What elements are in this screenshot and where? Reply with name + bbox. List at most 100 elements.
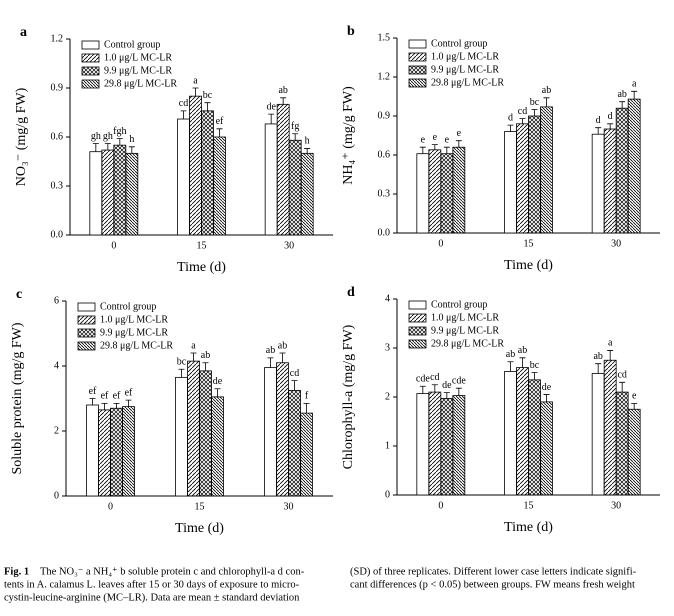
legend-label: 29.8 μg/L MC-LR <box>431 338 504 349</box>
legend-swatch <box>408 65 427 75</box>
significance-letter: e <box>433 132 438 143</box>
bar <box>276 103 290 236</box>
error-bar <box>128 146 135 154</box>
x-tick-label: 0 <box>108 501 113 512</box>
y-axis-label: NO₃⁻ (mg/g FW) <box>14 87 29 186</box>
bar <box>416 393 430 496</box>
significance-letter: cd <box>430 372 439 383</box>
y-tick-label: 4 <box>54 360 59 371</box>
x-axis-label: Time (d) <box>504 520 553 535</box>
caption-line: The NO₃⁻ a NH₄⁺ b soluble protein c and … <box>40 566 305 577</box>
significance-letter: ab <box>506 349 515 360</box>
error-bar <box>303 402 310 414</box>
significance-letter: ab <box>278 85 287 96</box>
caption-label: Fig. 1 <box>4 566 29 577</box>
y-tick-label: 0 <box>54 490 59 501</box>
error-bar <box>531 372 538 380</box>
bar <box>288 139 302 236</box>
significance-letter: ab <box>518 345 527 356</box>
error-bar <box>607 123 614 129</box>
error-bar <box>101 402 108 410</box>
bar <box>627 408 641 496</box>
significance-letter: ef <box>113 391 121 402</box>
legend-label: 1.0 μg/L MC-LR <box>431 312 499 323</box>
bar <box>300 152 314 236</box>
y-axis-label: Chlorophyll-a (mg/g FW) <box>341 324 356 469</box>
bar <box>627 98 641 234</box>
significance-letter: e <box>445 134 450 145</box>
significance-letter: a <box>608 338 613 349</box>
legend-swatch <box>81 79 100 89</box>
significance-letter: d <box>608 111 613 122</box>
legend-swatch <box>77 302 96 312</box>
error-bar <box>304 148 311 154</box>
y-tick-label: 0 <box>385 489 390 500</box>
error-bar <box>443 146 450 154</box>
caption-line: (SD) of three replicates. Different lowe… <box>350 566 637 577</box>
significance-letter: cd <box>290 368 299 379</box>
legend-swatch <box>408 326 427 336</box>
significance-letter: ef <box>216 116 224 127</box>
panel-label: a <box>20 25 27 40</box>
bar <box>615 391 629 496</box>
bar <box>187 360 200 497</box>
error-bar <box>216 128 223 137</box>
error-bar <box>455 140 462 148</box>
error-bar <box>507 361 514 372</box>
error-bar <box>292 133 299 141</box>
error-bar <box>279 352 286 363</box>
error-bar <box>178 368 185 378</box>
error-bar <box>204 102 211 111</box>
y-tick-label: 1.2 <box>378 71 391 82</box>
bar <box>452 146 466 234</box>
x-tick-label: 30 <box>284 501 294 512</box>
y-tick-label: 0.6 <box>378 149 391 160</box>
legend-label: 29.8 μg/L MC-LR <box>104 78 177 89</box>
panel-label: b <box>347 24 355 39</box>
x-tick-label: 0 <box>111 240 116 251</box>
bar <box>98 409 111 497</box>
error-bar <box>519 357 526 368</box>
legend-swatch <box>408 300 427 310</box>
error-bar <box>595 127 602 135</box>
error-bar <box>116 138 123 146</box>
bar <box>615 107 629 234</box>
bar <box>428 391 442 496</box>
significance-letter: ef <box>89 386 97 397</box>
bar <box>86 404 99 497</box>
bar <box>288 389 301 497</box>
bar <box>264 123 278 236</box>
y-tick-label: 0.3 <box>378 188 391 199</box>
error-bar <box>89 398 96 405</box>
y-tick-label: 1.5 <box>378 32 391 43</box>
y-tick-label: 1.2 <box>51 33 64 44</box>
error-bar <box>280 97 287 105</box>
legend-label: 1.0 μg/L MC-LR <box>431 51 499 62</box>
bar <box>264 367 277 497</box>
significance-letter: ef <box>125 387 133 398</box>
x-tick-label: 15 <box>197 240 207 251</box>
y-tick-label: 0.3 <box>51 180 64 191</box>
panel-label: d <box>347 285 355 300</box>
legend-label: Control group <box>431 299 487 310</box>
significance-letter: ab <box>542 85 551 96</box>
significance-letter: bc <box>177 357 187 368</box>
significance-letter: cde <box>452 375 466 386</box>
y-axis-label: NH₄⁺ (mg/g FW) <box>341 86 356 185</box>
y-tick-label: 6 <box>54 295 59 306</box>
y-tick-label: 1 <box>385 440 390 451</box>
x-tick-label: 0 <box>438 500 443 511</box>
x-tick-label: 30 <box>284 240 294 251</box>
significance-letter: de <box>266 101 276 112</box>
significance-letter: d <box>508 112 513 123</box>
significance-letter: fg <box>291 121 299 132</box>
bar <box>122 406 135 497</box>
error-bar <box>419 146 426 154</box>
bar <box>504 371 517 496</box>
bar <box>199 370 212 497</box>
x-tick-label: 15 <box>195 501 205 512</box>
caption-line: cystin-leucine-arginine (MC–LR). Data ar… <box>4 592 300 603</box>
y-tick-label: 0.6 <box>51 131 64 142</box>
bar <box>101 149 115 236</box>
